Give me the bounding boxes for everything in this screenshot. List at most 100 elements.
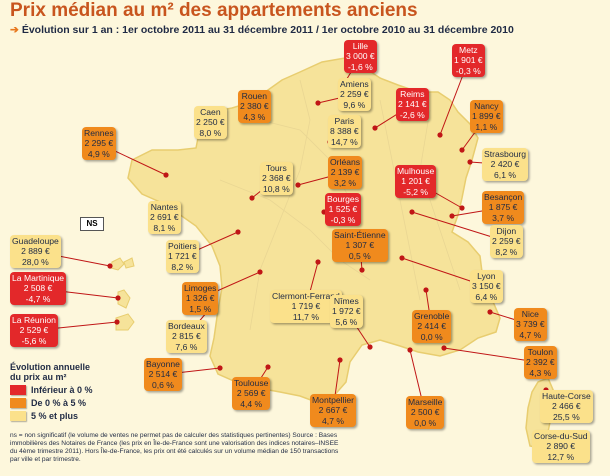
city-change-poitiers: 8,2 % [171, 261, 194, 272]
arrow-icon: ➔ [10, 24, 19, 36]
city-price-corse-du-sud: 2 890 € [546, 441, 576, 452]
city-price-clermont-ferrand: 1 719 € [291, 301, 321, 312]
legend-item-negative: Inférieur à 0 % [10, 385, 93, 395]
city-change-metz: -0,3 % [455, 65, 481, 76]
city-price-lille: 3 000 € [346, 51, 375, 62]
city-change-mulhouse: -5,2 % [403, 186, 429, 197]
city-change-marseille: 0,0 % [414, 417, 437, 428]
city-price-paris: 8 388 € [330, 126, 359, 137]
city-label-lyon: Lyon 3 150 €6,4 % [470, 270, 503, 304]
city-marker-reims [372, 125, 378, 131]
city-label-besancon: Besançon 1 875 €3,7 % [482, 191, 525, 225]
city-name-nice: Nice [521, 309, 539, 319]
city-price-toulon: 2 392 € [526, 357, 555, 368]
city-marker-dijon [409, 209, 415, 215]
city-label-caen: Caen 2 250 €8,0 % [194, 106, 227, 140]
city-change-lyon: 6,4 % [475, 291, 498, 302]
city-marker-strasbourg [467, 159, 473, 165]
city-name-saint-etienne: Saint-Étienne [334, 230, 386, 240]
city-price-dijon: 2 259 € [492, 236, 521, 247]
city-name-nimes: Nîmes [333, 296, 359, 306]
city-price-montpellier: 2 667 € [318, 405, 348, 416]
city-price-lyon: 3 150 € [472, 281, 501, 292]
city-label-strasbourg: Strasbourg 2 420 €6,1 % [482, 148, 529, 182]
city-label-saint-etienne: Saint-Étienne 1 307 €0,5 % [332, 229, 388, 263]
city-name-grenoble: Grenoble [414, 311, 450, 321]
city-name-la-reunion: La Réunion [12, 315, 56, 325]
city-change-clermont-ferrand: 11,7 % [292, 311, 319, 322]
legend-swatch-high [10, 411, 26, 421]
city-name-lille: Lille [352, 41, 368, 51]
city-name-reims: Reims [400, 89, 425, 99]
city-price-poitiers: 1 721 € [168, 251, 197, 262]
city-label-dijon: Dijon 2 259 €8,2 % [490, 225, 523, 259]
city-price-bourges: 1 525 € [328, 204, 358, 215]
city-label-reims: Reims 2 141 € -2,6 % [396, 88, 429, 122]
city-label-bayonne: Bayonne 2 514 €0,6 % [144, 358, 182, 392]
city-price-rouen: 2 380 € [240, 101, 269, 112]
city-name-lyon: Lyon [477, 271, 496, 281]
subtitle-text: Évolution sur 1 an : 1er octobre 2011 au… [21, 24, 514, 36]
city-name-corse-du-sud: Corse-du-Sud [534, 431, 588, 441]
legend-swatch-negative [10, 385, 26, 395]
city-change-dijon: 8,2 % [495, 246, 518, 257]
city-price-bayonne: 2 514 € [148, 369, 178, 380]
city-label-toulon: Toulon 2 392 €4,3 % [524, 346, 557, 380]
city-change-grenoble: 0,0 % [420, 331, 443, 342]
city-price-tours: 2 368 € [262, 173, 291, 184]
city-change-nimes: 5,6 % [335, 316, 358, 327]
city-price-saint-etienne: 1 307 € [345, 240, 375, 251]
city-name-toulon: Toulon [527, 347, 553, 357]
city-marker-clermont-ferrand [315, 259, 321, 265]
city-name-nantes: Nantes [150, 202, 178, 212]
city-change-nancy: 1,1 % [475, 121, 498, 132]
city-change-la-reunion: -5,6 % [21, 335, 47, 346]
city-name-tours: Tours [265, 163, 287, 173]
city-change-rouen: 4,3 % [243, 111, 266, 122]
city-name-guadeloupe: Guadeloupe [12, 236, 59, 246]
city-price-strasbourg: 2 420 € [490, 159, 520, 170]
city-change-limoges: 1,5 % [189, 303, 212, 314]
city-name-poitiers: Poitiers [168, 241, 197, 251]
city-price-marseille: 2 500 € [410, 407, 440, 418]
city-price-guadeloupe: 2 889 € [21, 246, 50, 257]
city-marker-poitiers [235, 229, 241, 235]
city-name-strasbourg: Strasbourg [484, 149, 527, 159]
city-label-grenoble: Grenoble 2 414 €0,0 % [412, 310, 452, 344]
city-price-amiens: 2 259 € [340, 89, 369, 100]
city-label-corse-du-sud: Corse-du-Sud 2 890 €12,7 % [532, 430, 590, 464]
city-label-bordeaux: Bordeaux 2 815 €7,6 % [166, 320, 207, 354]
city-name-rouen: Rouen [241, 91, 267, 101]
city-name-besancon: Besançon [484, 192, 523, 202]
city-label-orleans: Orléans 2 139 €3,2 % [328, 156, 363, 190]
city-price-mulhouse: 1 201 € [401, 176, 430, 187]
city-price-la-martinique: 2 508 € [23, 283, 53, 294]
ns-badge: NS [80, 217, 104, 231]
reunion-shape [115, 313, 135, 331]
city-change-montpellier: 4,7 % [322, 415, 345, 426]
city-change-bordeaux: 7,6 % [175, 341, 198, 352]
city-change-guadeloupe: 28,0 % [22, 256, 49, 267]
city-label-metz: Metz 1 901 € -0,3 % [452, 44, 485, 78]
city-name-bayonne: Bayonne [146, 359, 180, 369]
city-label-rouen: Rouen 2 380 €4,3 % [238, 90, 271, 124]
city-name-caen: Caen [200, 107, 221, 117]
city-price-grenoble: 2 414 € [417, 321, 447, 332]
legend-item-high: 5 % et plus [10, 411, 93, 421]
martinique-shape [117, 289, 131, 309]
city-price-reims: 2 141 € [398, 99, 427, 110]
city-name-haute-corse: Haute-Corse [542, 391, 591, 401]
city-marker-toulon [441, 345, 447, 351]
city-price-nimes: 1 972 € [332, 306, 361, 317]
city-marker-rennes [163, 172, 169, 178]
city-change-orleans: 3,2 % [334, 177, 357, 188]
city-change-tours: 10,8 % [262, 183, 290, 194]
city-change-saint-etienne: 0,5 % [348, 250, 371, 261]
city-name-amiens: Amiens [340, 79, 369, 89]
city-marker-nimes [367, 344, 373, 350]
city-label-la-reunion: La Réunion 2 529 € -5,6 % [10, 314, 58, 348]
city-change-rennes: 4,9 % [87, 148, 110, 159]
city-change-reims: -2,6 % [399, 109, 425, 120]
city-marker-nancy [459, 147, 465, 153]
city-name-marseille: Marseille [408, 397, 443, 407]
